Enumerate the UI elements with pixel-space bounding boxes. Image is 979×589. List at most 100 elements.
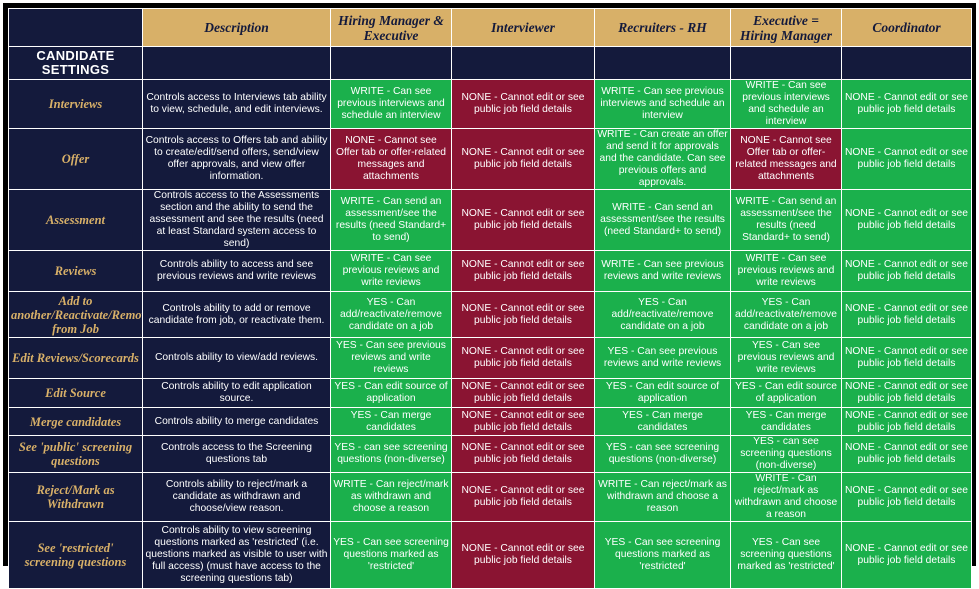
permission-cell: YES - Can edit source of application <box>730 378 842 408</box>
permission-cell: NONE - Cannot edit or see public job fie… <box>451 79 595 129</box>
row-label: Interviews <box>8 79 143 129</box>
table-row: See 'public' screening questions Control… <box>8 435 972 473</box>
permission-cell: NONE - Cannot edit or see public job fie… <box>451 521 595 589</box>
permission-cell: WRITE - Can reject/mark as withdrawn and… <box>730 472 842 522</box>
section-row: CANDIDATE SETTINGS <box>8 46 972 80</box>
permissions-table-frame: Description Hiring Manager & Executive I… <box>3 3 976 589</box>
permission-cell: YES - Can edit source of application <box>330 378 452 408</box>
corner-cell <box>8 8 143 47</box>
row-label: Merge candidates <box>8 407 143 436</box>
row-description: Controls ability to add or remove candid… <box>142 291 331 338</box>
row-description: Controls ability to access and see previ… <box>142 250 331 292</box>
blank-cell <box>330 46 452 80</box>
row-label: Edit Source <box>8 378 143 408</box>
permission-cell: NONE - Cannot edit or see public job fie… <box>841 472 972 522</box>
row-label: Assessment <box>8 189 143 251</box>
permission-cell: YES - Can add/reactivate/remove candidat… <box>330 291 452 338</box>
permission-cell: NONE - Cannot edit or see public job fie… <box>451 250 595 292</box>
permission-cell: WRITE - Can create an offer and send it … <box>594 128 731 190</box>
table-row: Interviews Controls access to Interviews… <box>8 79 972 129</box>
permission-cell: YES - Can add/reactivate/remove candidat… <box>730 291 842 338</box>
header-row: Description Hiring Manager & Executive I… <box>8 8 972 47</box>
permission-cell: YES - can see screening questions (non-d… <box>730 435 842 473</box>
row-label: Edit Reviews/Scorecards <box>8 337 143 379</box>
permission-cell: WRITE - Can see previous reviews and wri… <box>730 250 842 292</box>
permission-cell: NONE - Cannot edit or see public job fie… <box>841 128 972 190</box>
permission-cell: WRITE - Can send an assessment/see the r… <box>330 189 452 251</box>
col-header-coordinator: Coordinator <box>841 8 972 47</box>
permission-cell: NONE - Cannot edit or see public job fie… <box>451 407 595 436</box>
col-header-interviewer: Interviewer <box>451 8 595 47</box>
table-row: Reviews Controls ability to access and s… <box>8 250 972 292</box>
row-label: Add to another/Reactivate/Remove from Jo… <box>8 291 143 338</box>
permission-cell: NONE - Cannot edit or see public job fie… <box>841 250 972 292</box>
permission-cell: WRITE - Can send an assessment/see the r… <box>594 189 731 251</box>
row-description: Controls ability to view/add reviews. <box>142 337 331 379</box>
blank-cell <box>142 46 331 80</box>
permission-cell: YES - Can merge candidates <box>730 407 842 436</box>
permission-cell: NONE - Cannot edit or see public job fie… <box>451 128 595 190</box>
table-row: Offer Controls access to Offers tab and … <box>8 128 972 190</box>
permission-cell: NONE - Cannot edit or see public job fie… <box>451 472 595 522</box>
col-header-recruiters: Recruiters - RH <box>594 8 731 47</box>
blank-cell <box>451 46 595 80</box>
permission-cell: NONE - Cannot edit or see public job fie… <box>841 378 972 408</box>
table-row: Assessment Controls access to the Assess… <box>8 189 972 251</box>
permission-cell: NONE - Cannot edit or see public job fie… <box>841 79 972 129</box>
table-row: Merge candidates Controls ability to mer… <box>8 407 972 436</box>
permission-cell: YES - Can see screening questions marked… <box>330 521 452 589</box>
permission-cell: NONE - Cannot edit or see public job fie… <box>841 189 972 251</box>
permission-cell: YES - can see screening questions (non-d… <box>594 435 731 473</box>
col-header-description: Description <box>142 8 331 47</box>
permission-cell: YES - Can see previous reviews and write… <box>730 337 842 379</box>
row-description: Controls access to the Assessments secti… <box>142 189 331 251</box>
section-title: CANDIDATE SETTINGS <box>8 46 143 80</box>
row-label: Offer <box>8 128 143 190</box>
permission-cell: WRITE - Can send an assessment/see the r… <box>730 189 842 251</box>
row-description: Controls ability to view screening quest… <box>142 521 331 589</box>
table-row: Add to another/Reactivate/Remove from Jo… <box>8 291 972 338</box>
row-label: See 'public' screening questions <box>8 435 143 473</box>
permission-cell: NONE - Cannot edit or see public job fie… <box>451 435 595 473</box>
row-description: Controls access to Offers tab and abilit… <box>142 128 331 190</box>
permission-cell: NONE - Cannot edit or see public job fie… <box>451 291 595 338</box>
col-header-hiring-manager: Hiring Manager & Executive <box>330 8 452 47</box>
col-header-executive: Executive = Hiring Manager <box>730 8 842 47</box>
permission-cell: NONE - Cannot edit or see public job fie… <box>841 521 972 589</box>
permission-cell: YES - Can see screening questions marked… <box>594 521 731 589</box>
row-label: Reject/Mark as Withdrawn <box>8 472 143 522</box>
table-row: Reject/Mark as Withdrawn Controls abilit… <box>8 472 972 522</box>
permission-cell: WRITE - Can see previous reviews and wri… <box>594 250 731 292</box>
permission-cell: NONE - Cannot edit or see public job fie… <box>841 337 972 379</box>
row-description: Controls ability to reject/mark a candid… <box>142 472 331 522</box>
row-description: Controls ability to edit application sou… <box>142 378 331 408</box>
blank-cell <box>841 46 972 80</box>
permission-cell: NONE - Cannot edit or see public job fie… <box>841 291 972 338</box>
permission-cell: WRITE - Can reject/mark as withdrawn and… <box>594 472 731 522</box>
permission-cell: NONE - Cannot see Offer tab or offer-rel… <box>730 128 842 190</box>
permissions-table: Description Hiring Manager & Executive I… <box>8 8 972 589</box>
permission-cell: YES - Can see previous reviews and write… <box>330 337 452 379</box>
row-description: Controls access to Interviews tab abilit… <box>142 79 331 129</box>
table-row: See 'restricted' screening questions Con… <box>8 521 972 589</box>
permission-cell: NONE - Cannot edit or see public job fie… <box>451 337 595 379</box>
blank-cell <box>730 46 842 80</box>
permission-cell: WRITE - Can see previous reviews and wri… <box>330 250 452 292</box>
row-description: Controls ability to merge candidates <box>142 407 331 436</box>
permission-cell: YES - Can merge candidates <box>330 407 452 436</box>
row-description: Controls access to the Screening questio… <box>142 435 331 473</box>
row-label: See 'restricted' screening questions <box>8 521 143 589</box>
permission-cell: YES - can see screening questions (non-d… <box>330 435 452 473</box>
permission-cell: YES - Can merge candidates <box>594 407 731 436</box>
permission-cell: NONE - Cannot edit or see public job fie… <box>451 189 595 251</box>
row-label: Reviews <box>8 250 143 292</box>
permission-cell: YES - Can edit source of application <box>594 378 731 408</box>
permission-cell: YES - Can see screening questions marked… <box>730 521 842 589</box>
permission-cell: WRITE - Can reject/mark as withdrawn and… <box>330 472 452 522</box>
permission-cell: WRITE - Can see previous interviews and … <box>594 79 731 129</box>
permission-cell: NONE - Cannot see Offer tab or offer-rel… <box>330 128 452 190</box>
table-row: Edit Source Controls ability to edit app… <box>8 378 972 408</box>
table-row: Edit Reviews/Scorecards Controls ability… <box>8 337 972 379</box>
permission-cell: NONE - Cannot edit or see public job fie… <box>451 378 595 408</box>
permission-cell: NONE - Cannot edit or see public job fie… <box>841 435 972 473</box>
